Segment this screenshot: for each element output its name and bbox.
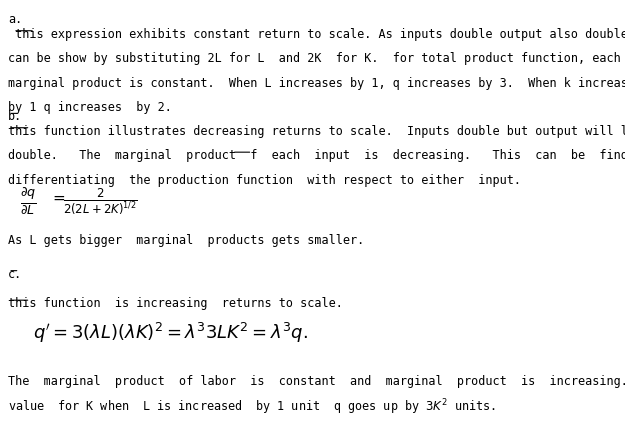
Text: this function  is increasing  returns to scale.: this function is increasing returns to s… <box>8 297 343 310</box>
Text: this function illustrates decreasing returns to scale.  Inputs double but output: this function illustrates decreasing ret… <box>8 125 625 138</box>
Text: $\frac{2}{2(2L+2K)^{1/2}}$: $\frac{2}{2(2L+2K)^{1/2}}$ <box>63 187 138 217</box>
Text: double.   The  marginal  product  f  each  input  is  decreasing.   This  can  b: double. The marginal product f each inpu… <box>8 149 625 162</box>
Text: this expression exhibits constant return to scale. As inputs double output also : this expression exhibits constant return… <box>8 28 625 41</box>
Text: The  marginal  product  of labor  is  constant  and  marginal  product  is  incr: The marginal product of labor is constan… <box>8 375 625 388</box>
Text: $q' = 3(\lambda L)(\lambda K)^2 = \lambda^3 3LK^2 = \lambda^3 q.$: $q' = 3(\lambda L)(\lambda K)^2 = \lambd… <box>32 321 308 345</box>
Text: b.: b. <box>8 111 22 123</box>
Text: marginal product is constant.  When L increases by 1, q increases by 3.  When k : marginal product is constant. When L inc… <box>8 77 625 90</box>
Text: a.: a. <box>8 13 22 26</box>
Text: by 1 q increases  by 2.: by 1 q increases by 2. <box>8 101 172 114</box>
Text: $\frac{\partial q}{\partial L}$: $\frac{\partial q}{\partial L}$ <box>21 187 37 217</box>
Text: As L gets bigger  marginal  products gets smaller.: As L gets bigger marginal products gets … <box>8 234 364 247</box>
Text: value  for K when  L is increased  by 1 unit  q goes up by $3K^2$ units.: value for K when L is increased by 1 uni… <box>8 397 496 417</box>
Text: c.: c. <box>8 268 22 281</box>
Text: $=$: $=$ <box>49 190 66 205</box>
Text: differentiating  the production function  with respect to either  input.: differentiating the production function … <box>8 174 521 187</box>
Text: can be show by substituting 2L for L  and 2K  for K.  for total product function: can be show by substituting 2L for L and… <box>8 52 621 65</box>
